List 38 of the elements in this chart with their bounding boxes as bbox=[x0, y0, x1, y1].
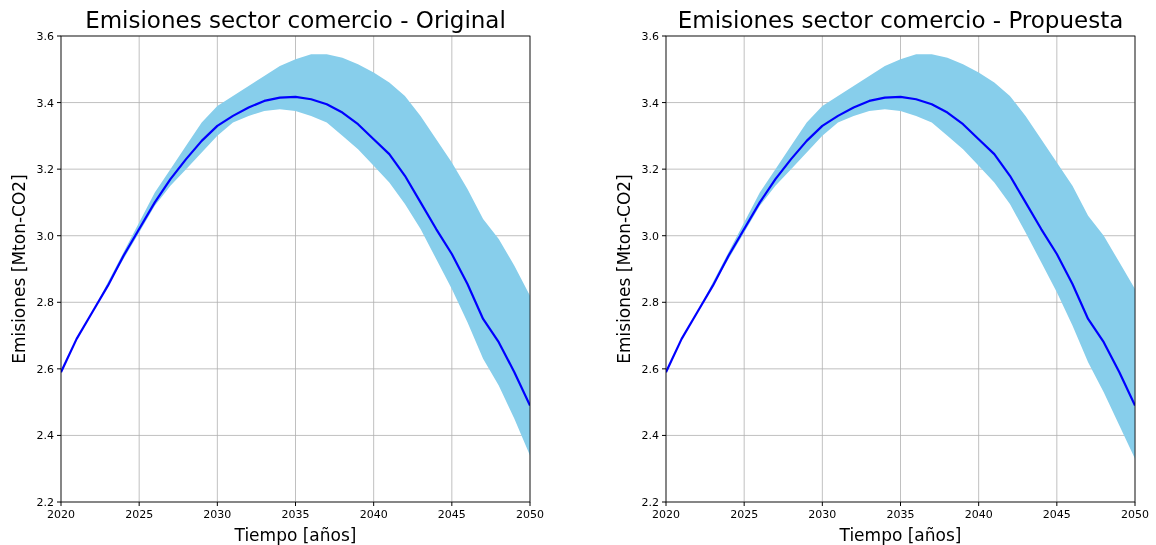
y-tick-label: 3.0 bbox=[641, 229, 659, 243]
y-tick-label: 2.4 bbox=[641, 429, 659, 443]
y-tick-label: 3.0 bbox=[36, 229, 54, 243]
y-tick-label: 3.6 bbox=[36, 30, 54, 43]
y-tick-label: 3.6 bbox=[641, 30, 659, 43]
x-tick-label: 2045 bbox=[1042, 508, 1071, 521]
chart-title: Emisiones sector comercio - Propuesta bbox=[677, 7, 1124, 33]
y-tick-label: 2.6 bbox=[641, 362, 659, 376]
y-tick-label: 3.4 bbox=[36, 96, 54, 110]
y-axis-title: Emisiones [Mton-CO2] bbox=[614, 174, 634, 364]
x-tick-label: 2025 bbox=[125, 508, 154, 521]
x-tick-label: 2035 bbox=[281, 508, 310, 521]
y-tick-label: 2.4 bbox=[36, 429, 54, 443]
x-tick-label: 2040 bbox=[359, 508, 388, 521]
line-series bbox=[61, 95, 530, 407]
x-tick-label: 2020 bbox=[652, 508, 680, 521]
x-tick-label: 2035 bbox=[886, 508, 915, 521]
x-tick-label: 2040 bbox=[964, 508, 993, 521]
y-tick-label: 3.2 bbox=[36, 163, 54, 177]
y-tick-label: 2.2 bbox=[36, 496, 54, 509]
y-tick-label: 2.8 bbox=[641, 296, 659, 310]
y-tick-label: 2.2 bbox=[641, 496, 659, 509]
line-series bbox=[666, 95, 1135, 407]
x-tick-label: 2030 bbox=[203, 508, 232, 521]
x-tick-label: 2030 bbox=[808, 508, 837, 521]
x-tick-label: 2050 bbox=[1121, 508, 1149, 521]
x-axis-title: Tiempo [años] bbox=[233, 525, 357, 545]
x-axis-title: Tiempo [años] bbox=[838, 525, 962, 545]
x-tick-label: 2045 bbox=[437, 508, 466, 521]
y-tick-label: 3.4 bbox=[641, 96, 659, 110]
y-tick-label: 2.8 bbox=[36, 296, 54, 310]
chart-title: Emisiones sector comercio - Original bbox=[85, 7, 506, 33]
y-tick-label: 3.2 bbox=[641, 163, 659, 177]
x-tick-label: 2020 bbox=[47, 508, 75, 521]
x-tick-label: 2025 bbox=[730, 508, 759, 521]
y-axis-title: Emisiones [Mton-CO2] bbox=[9, 174, 29, 364]
x-tick-label: 2050 bbox=[516, 508, 544, 521]
y-tick-label: 2.6 bbox=[36, 362, 54, 376]
